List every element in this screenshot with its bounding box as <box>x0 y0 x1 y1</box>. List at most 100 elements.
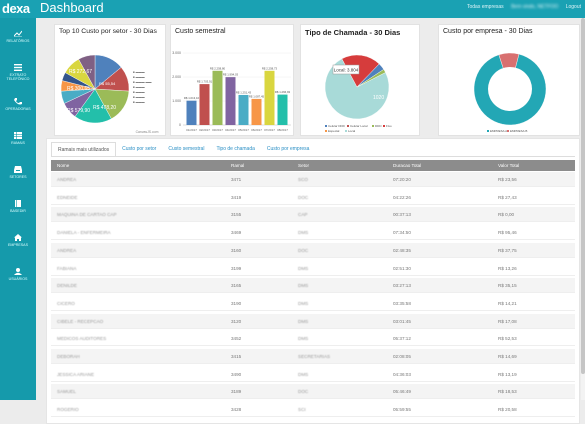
legend-item: Fixo <box>386 124 392 128</box>
table-row[interactable]: JESSICA ARIANE 3490 DMS 04:36:03 R$ 13,19 <box>51 367 575 382</box>
inbox-icon <box>14 166 22 173</box>
cell-ramal: 3199 <box>231 265 242 271</box>
table-row[interactable]: FABIANA 3199 DMS 02:51:30 R$ 13,26 <box>51 261 575 276</box>
cell-valor: R$ 23,56 <box>498 177 517 182</box>
sidebar-item-basedir[interactable]: BASEDIR <box>0 200 36 222</box>
cell-nome: CICERO <box>57 300 75 306</box>
pie-slice[interactable] <box>78 54 96 90</box>
cell-setor: DOC <box>298 194 309 200</box>
sidebar-item-operadoras[interactable]: OPERADORAS <box>0 98 36 120</box>
empresa-doughnut-chart: R$ 5.580,01 R$ 7 EMPRESA A EMPRESA B <box>451 52 558 133</box>
table-row[interactable]: ROGERIO 3428 SCI 05:59:55 R$ 20,58 <box>51 402 575 418</box>
y-tick-label: 2.000 <box>172 75 181 79</box>
x-tick-label: 06/2017 <box>251 128 262 132</box>
pie-slice[interactable] <box>356 69 386 88</box>
card-title: Custo por empresa - 30 Dias <box>443 28 533 35</box>
phone-icon <box>14 98 22 105</box>
card-title: Custo semestral <box>175 28 226 35</box>
tab-ramais-mais-utilizados[interactable]: Ramais mais utilizados <box>51 142 117 156</box>
company-selector[interactable]: Todas empresas <box>467 4 504 10</box>
table-header: Nome Ramal Setor Duracao Total Valor Tot… <box>51 160 575 171</box>
cell-duracao: 07:34:50 <box>393 230 411 236</box>
cell-duracao: 00:37:13 <box>393 212 411 218</box>
legend-item: EMPRESA A <box>490 129 507 133</box>
table-row[interactable]: CICERO 3190 DMS 03:35:58 R$ 14,21 <box>51 296 575 311</box>
logo-text: dex <box>2 1 23 16</box>
table-row[interactable]: SAMUEL 3189 DOC 05:46:49 R$ 18,53 <box>51 384 575 400</box>
report-tabs-panel: Ramais mais utilizados Custo por setor C… <box>46 138 580 424</box>
tab-tipo-de-chamada[interactable]: Tipo de chamada <box>216 146 255 152</box>
x-tick-label: 03/2017 <box>212 128 223 132</box>
logout-link[interactable]: Logout <box>565 4 581 10</box>
bar[interactable] <box>199 84 210 125</box>
column-header-duracao[interactable]: Duracao Total <box>393 163 422 168</box>
pie-slice[interactable] <box>341 54 380 88</box>
welcome-text: Bem vindo, NETFOO <box>511 4 559 10</box>
cell-valor: R$ 27,43 <box>498 194 517 200</box>
cell-nome: FABIANA <box>57 265 77 271</box>
cell-setor: DMS <box>298 336 309 342</box>
bar-value-label: R$ 1.087,45 <box>249 94 265 98</box>
column-header-valor[interactable]: Valor Total <box>498 163 520 168</box>
logo-accent: a <box>22 1 30 16</box>
cell-nome: DANIELA - ENFERMEIRA <box>57 230 111 236</box>
cell-valor: R$ 35,15 <box>498 283 517 289</box>
sidebar-item-empresas[interactable]: EMPRESAS <box>0 234 36 256</box>
legend-item: DDD <box>375 124 382 128</box>
column-header-setor[interactable]: Setor <box>298 163 309 168</box>
slice-label: R$ 300,65 <box>67 86 90 92</box>
bar-value-label: R$ 2.258,73 <box>262 66 278 70</box>
bar[interactable] <box>238 94 249 125</box>
column-header-nome[interactable]: Nome <box>57 163 70 168</box>
table-row[interactable]: ANDREA 3471 SCO 07:20:20 R$ 23,56 <box>51 172 575 187</box>
sidebar-item-ramais[interactable]: RAMAIS <box>0 132 36 154</box>
slice-label: R$ 55,54 <box>99 81 116 86</box>
cell-setor: DOC <box>298 247 309 253</box>
card-title: Top 10 Custo por setor - 30 Dias <box>59 28 157 35</box>
tab-custo-semestral[interactable]: Custo semestral <box>168 146 205 152</box>
table-row[interactable]: DENILDE 3165 DMS 03:27:13 R$ 35,15 <box>51 278 575 294</box>
list-icon <box>14 64 22 71</box>
sidebar-item-extrato[interactable]: EXTRATO TELEFÔNICO <box>0 64 36 86</box>
sidebar-item-usuarios[interactable]: USUÁRIOS <box>0 268 36 290</box>
bar-value-label: R$ 1.013,10 <box>184 96 200 100</box>
tab-custo-por-setor[interactable]: Custo por setor <box>122 146 157 152</box>
table-row[interactable]: DEBORAH 3415 SECRETARIAS 02:08:05 R$ 14,69 <box>51 349 575 364</box>
table-row[interactable]: MEDICOS AUDITORES 3452 DMS 05:37:12 R$ 52,53 <box>51 331 575 347</box>
slice-label: R$ 272,67 <box>69 69 92 75</box>
cell-nome: ANDREA <box>57 177 77 182</box>
bar-value-label: R$ 1.994,03 <box>223 73 239 77</box>
bar[interactable] <box>186 100 197 125</box>
scrollbar-thumb[interactable] <box>581 18 585 374</box>
page-scrollbar[interactable] <box>581 18 585 400</box>
table-row[interactable]: MAQUINA DE CARTAO CAP 3155 CAP 00:37:13 R$ 0… <box>51 207 575 223</box>
bar[interactable] <box>277 94 288 125</box>
table-row[interactable]: EDNEIDE 3419 DOC 04:22:26 R$ 27,43 <box>51 190 575 205</box>
logo[interactable]: dexa <box>0 0 36 18</box>
cell-ramal: 3165 <box>231 283 242 289</box>
legend-item: Celular Local <box>350 124 368 128</box>
sidebar-item-setores[interactable]: SETORES <box>0 166 36 188</box>
cell-ramal: 3469 <box>231 230 242 236</box>
column-header-ramal[interactable]: Ramal <box>231 163 245 168</box>
slice-label: R$ 7 <box>549 67 558 72</box>
tab-custo-por-empresa[interactable]: Custo por empresa <box>266 146 310 152</box>
bar[interactable] <box>225 77 236 125</box>
cell-valor: R$ 37,75 <box>498 247 517 253</box>
book-icon <box>15 200 21 207</box>
sidebar-item-relatorios[interactable]: RELATÓRIOS <box>0 30 36 52</box>
cell-setor: DMS <box>298 300 309 306</box>
cell-valor: R$ 17,08 <box>498 318 517 324</box>
cell-setor: SECRETARIAS <box>298 354 331 359</box>
cell-nome: MEDICOS AUDITORES <box>57 336 107 342</box>
bar[interactable] <box>212 70 223 125</box>
table-row[interactable]: ANDREA 3160 DOC 02:48:35 R$ 37,75 <box>51 242 575 258</box>
cell-valor: R$ 14,69 <box>498 354 517 359</box>
cell-ramal: 3155 <box>231 212 242 218</box>
bar[interactable] <box>264 70 275 125</box>
table-row[interactable]: CIBELE - RECEPCAO 3120 DMS 03:01:45 R$ 17,08 <box>51 313 575 329</box>
bar[interactable] <box>251 98 262 125</box>
sidebar-item-label: BASEDIR <box>10 209 26 213</box>
table-row[interactable]: DANIELA - ENFERMEIRA 3469 DMS 07:34:50 R$ 95… <box>51 225 575 241</box>
legend-item: ■ ▬▬▬ <box>133 90 145 94</box>
